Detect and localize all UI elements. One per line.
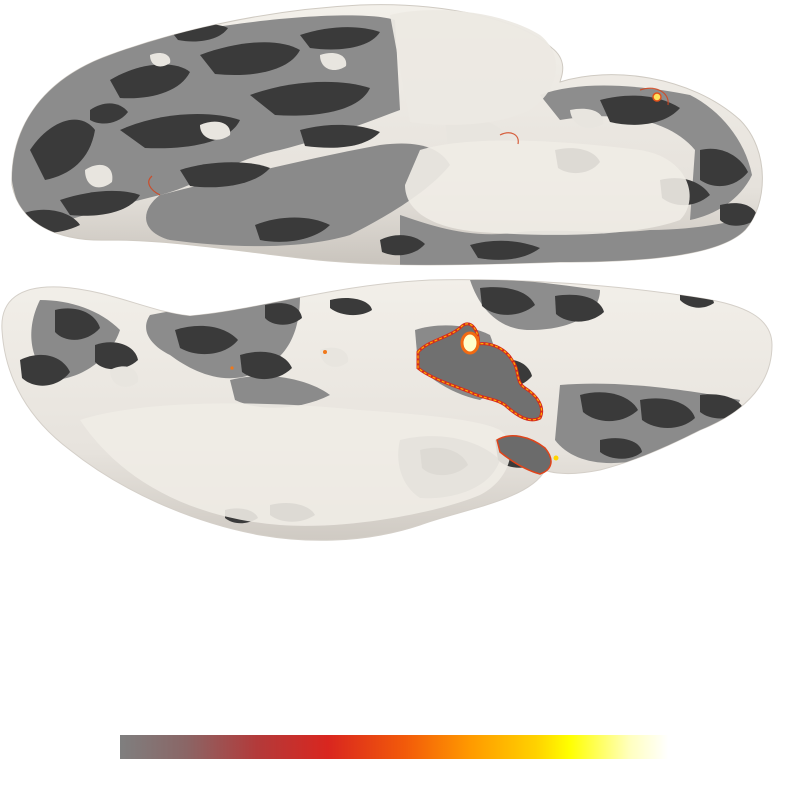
lower-activation-overlay	[230, 322, 559, 475]
upper-medial-region	[405, 140, 690, 235]
upper-temporal-pole	[390, 10, 557, 125]
colorbar	[120, 735, 668, 759]
lower-temporal-lobe	[80, 403, 511, 526]
lower-hemisphere[interactable]	[1, 279, 773, 541]
upper-curvature-pattern	[11, 15, 760, 265]
upper-activation-spot	[652, 92, 662, 102]
upper-overlay-contours	[148, 87, 669, 196]
upper-hemisphere[interactable]	[10, 4, 763, 270]
